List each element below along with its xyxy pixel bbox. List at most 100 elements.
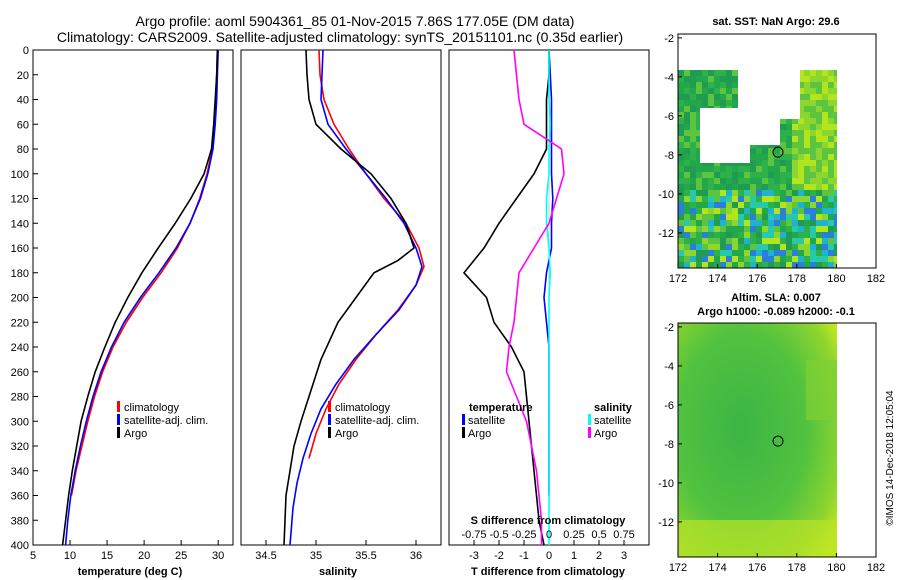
sst-cell xyxy=(738,208,744,214)
sst-cell xyxy=(678,214,684,220)
sst-cell xyxy=(786,202,792,208)
sst-cell xyxy=(786,178,792,184)
sst-cell xyxy=(798,262,804,268)
sst-cell xyxy=(696,184,702,190)
sst-cell xyxy=(822,82,828,88)
lat-tick-label: -8 xyxy=(664,150,674,162)
y-tick-label: 200 xyxy=(11,293,29,305)
sst-cell xyxy=(810,244,816,250)
sst-cell xyxy=(816,124,822,130)
sst-cell xyxy=(822,202,828,208)
sst-cell xyxy=(786,214,792,220)
sst-cell xyxy=(828,136,834,142)
sst-cell xyxy=(828,232,834,238)
y-tick-label: 240 xyxy=(11,342,29,354)
sst-cell xyxy=(828,256,834,262)
sst-cell xyxy=(798,118,804,124)
sst-cell xyxy=(678,238,684,244)
salinity-x-label: salinity xyxy=(319,566,358,578)
sst-cell xyxy=(732,250,738,256)
x-tick-label: 5 xyxy=(30,550,36,562)
lon-tick-label: 176 xyxy=(748,273,766,285)
sst-cell xyxy=(774,184,780,190)
sst-cell xyxy=(702,220,708,226)
sst-cell xyxy=(708,232,714,238)
s-tick-label: -0.5 xyxy=(490,529,509,541)
sst-cell xyxy=(726,232,732,238)
sst-cell xyxy=(804,88,810,94)
sst-cell xyxy=(810,124,816,130)
sst-cell xyxy=(690,160,696,166)
sst-cell xyxy=(696,130,702,136)
argo-position-marker xyxy=(772,435,784,447)
legend-swatch-satellite xyxy=(117,414,120,425)
sst-cell xyxy=(732,220,738,226)
sst-cell xyxy=(756,232,762,238)
sst-cell xyxy=(750,178,756,184)
sst-cell xyxy=(720,166,726,172)
sst-cell xyxy=(828,178,834,184)
difference-legend: temperature satellite Argo salinity sate… xyxy=(462,402,633,440)
sst-cell xyxy=(720,202,726,208)
sst-cell xyxy=(678,106,684,112)
salinity-series xyxy=(283,49,425,546)
lon-tick-label: 176 xyxy=(748,562,766,574)
sst-cell xyxy=(726,88,732,94)
sst-cell xyxy=(678,82,684,88)
sst-cell xyxy=(816,196,822,202)
sst-cell xyxy=(744,226,750,232)
series-line-argo xyxy=(283,49,415,546)
lat-tick-label: -4 xyxy=(664,361,674,373)
sst-cell xyxy=(816,256,822,262)
sst-cell xyxy=(762,208,768,214)
sst-cell xyxy=(726,178,732,184)
legend-label-temperature-satellite: satellite xyxy=(468,415,505,427)
sst-cell xyxy=(678,70,684,76)
sst-cell xyxy=(714,220,720,226)
sst-cell xyxy=(822,226,828,232)
sst-cell xyxy=(798,160,804,166)
sst-cell xyxy=(720,82,726,88)
sst-cell xyxy=(708,166,714,172)
sst-cell xyxy=(828,166,834,172)
sst-cell xyxy=(774,178,780,184)
x-tick-label: 0 xyxy=(546,550,552,562)
sst-cell xyxy=(774,196,780,202)
y-tick-label: 320 xyxy=(11,441,29,453)
sst-cell xyxy=(738,226,744,232)
sst-cell xyxy=(756,250,762,256)
sst-cell xyxy=(780,232,786,238)
y-tick-label: 60 xyxy=(17,119,29,131)
sst-cell xyxy=(828,100,834,106)
sst-cell xyxy=(738,172,744,178)
lon-tick-label: 172 xyxy=(669,562,687,574)
sst-cell xyxy=(690,142,696,148)
sst-cell xyxy=(792,130,798,136)
sst-cell xyxy=(756,148,762,154)
sst-cell xyxy=(762,148,768,154)
salinity-legend: climatology satellite-adj. clim. Argo xyxy=(328,401,419,440)
series-line-satellite-adj-clim- xyxy=(64,49,219,546)
sst-cell xyxy=(822,172,828,178)
sst-cell xyxy=(744,256,750,262)
sst-cell xyxy=(780,178,786,184)
sst-cell xyxy=(714,202,720,208)
sst-cell xyxy=(810,166,816,172)
sst-cell xyxy=(768,166,774,172)
sst-cell xyxy=(744,166,750,172)
sst-cell xyxy=(816,154,822,160)
salinity-panel: 34.5 35 35.5 36 salinity climatology satell… xyxy=(240,49,442,578)
sst-cell xyxy=(774,238,780,244)
sst-cell xyxy=(684,142,690,148)
sst-cell xyxy=(684,154,690,160)
sst-cell xyxy=(726,244,732,250)
sst-cell xyxy=(786,220,792,226)
series-line-salinity-satellite xyxy=(545,50,552,545)
sst-cell xyxy=(678,190,684,196)
sst-cell xyxy=(798,124,804,130)
sst-cell xyxy=(804,94,810,100)
sst-cell xyxy=(786,244,792,250)
y-tick-label: 140 xyxy=(11,218,29,230)
sst-cell xyxy=(678,220,684,226)
sst-cell xyxy=(756,172,762,178)
